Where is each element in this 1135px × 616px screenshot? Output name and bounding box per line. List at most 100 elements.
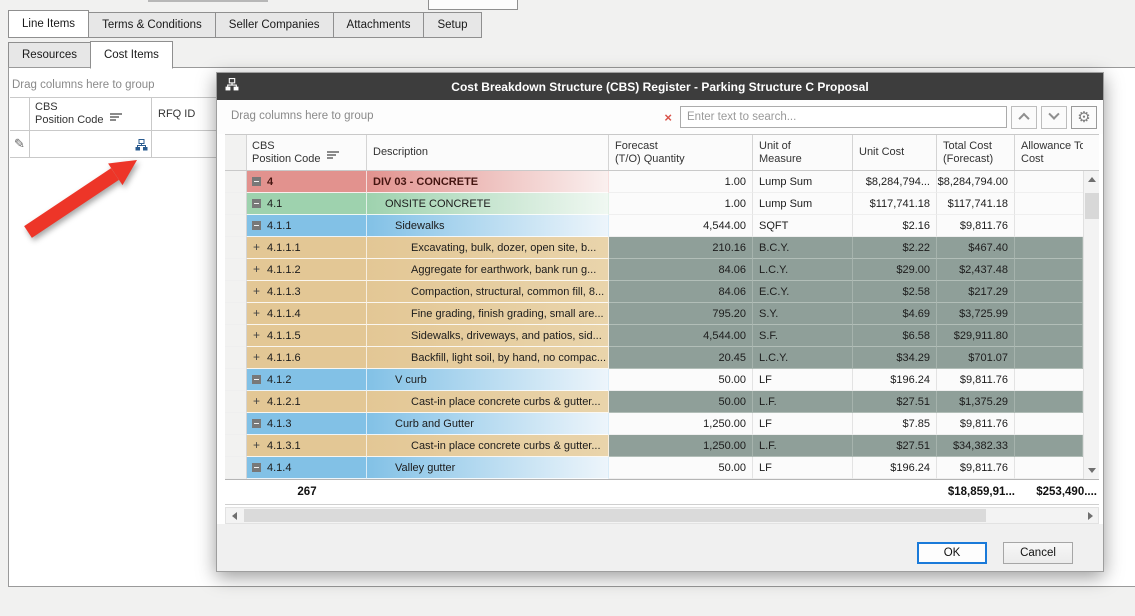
table-row[interactable]: 4.1 ONSITE CONCRETE 1.00 Lump Sum $117,7…: [225, 193, 1083, 215]
chevron-up-icon: [1018, 112, 1030, 125]
expand-collapse-icon[interactable]: +: [252, 284, 260, 298]
expand-collapse-icon[interactable]: +: [252, 240, 260, 254]
description-cell: DIV 03 - CONCRETE: [367, 171, 609, 193]
table-row[interactable]: + 4.1.1.3 Compaction, structural, common…: [225, 281, 1083, 303]
table-row[interactable]: 4 DIV 03 - CONCRETE 1.00 Lump Sum $8,284…: [225, 171, 1083, 193]
tab-cost-items[interactable]: Cost Items: [89, 41, 173, 69]
row-indicator-cell: [225, 413, 247, 435]
expand-collapse-icon[interactable]: [252, 419, 261, 428]
table-row[interactable]: + 4.1.1.1 Excavating, bulk, dozer, open …: [225, 237, 1083, 259]
scroll-right-arrow[interactable]: [1082, 508, 1098, 523]
vertical-scrollbar[interactable]: [1083, 171, 1099, 479]
unit-cost-cell: $196.24: [853, 457, 937, 479]
description-cell: Fine grading, finish grading, small are.…: [367, 303, 609, 325]
column-header-unit-of-measure[interactable]: Unit of Measure: [753, 135, 853, 170]
column-header-forecast-quantity[interactable]: Forecast (T/O) Quantity: [609, 135, 753, 170]
column-header-description[interactable]: Description: [367, 135, 609, 170]
table-row[interactable]: 4.1.3 Curb and Gutter 1,250.00 LF $7.85 …: [225, 413, 1083, 435]
chevron-down-icon: [1048, 108, 1060, 120]
expand-collapse-icon[interactable]: [252, 199, 261, 208]
forecast-quantity-cell: 50.00: [609, 457, 753, 479]
cbs-code-cell: 4.1.3: [247, 413, 367, 435]
expand-collapse-icon[interactable]: [252, 177, 261, 186]
cancel-button[interactable]: Cancel: [1003, 542, 1073, 564]
unit-of-measure-cell: E.C.Y.: [753, 281, 853, 303]
expand-collapse-icon[interactable]: +: [252, 394, 260, 408]
expand-collapse-icon[interactable]: [252, 221, 261, 230]
cbs-code: 4.1.2: [267, 373, 292, 386]
expand-collapse-icon[interactable]: +: [252, 328, 260, 342]
clear-search-icon[interactable]: ×: [664, 109, 672, 125]
header-line: (T/O) Quantity: [615, 152, 685, 165]
tab-terms-conditions[interactable]: Terms & Conditions: [88, 12, 216, 38]
triangle-up-icon: [1088, 177, 1096, 182]
column-header-allowance-total-cost[interactable]: Allowance Total Cost: [1015, 135, 1083, 170]
search-next-button[interactable]: [1041, 105, 1067, 129]
table-row[interactable]: + 4.1.2.1 Cast-in place concrete curbs &…: [225, 391, 1083, 413]
column-header-total-cost[interactable]: Total Cost (Forecast): [937, 135, 1015, 170]
search-options-button[interactable]: ⚙: [1071, 105, 1097, 129]
expand-collapse-icon[interactable]: +: [252, 438, 260, 452]
total-cost-cell: $3,725.99: [937, 303, 1015, 325]
column-header-cbs-position-code[interactable]: CBS Position Code: [247, 135, 367, 170]
description-cell: V curb: [367, 369, 609, 391]
table-row[interactable]: + 4.1.1.6 Backfill, light soil, by hand,…: [225, 347, 1083, 369]
vertical-scroll-thumb[interactable]: [1085, 193, 1099, 219]
search-input[interactable]: [680, 106, 1007, 128]
table-row[interactable]: 4.1.1 Sidewalks 4,544.00 SQFT $2.16 $9,8…: [225, 215, 1083, 237]
ok-button[interactable]: OK: [917, 542, 987, 564]
allowance-cell: [1015, 193, 1083, 215]
search-previous-button[interactable]: [1011, 105, 1037, 129]
scrollbar-header-spacer: [1083, 135, 1099, 170]
grid-edit-row[interactable]: ✎: [10, 131, 246, 158]
scroll-up-arrow[interactable]: [1084, 171, 1100, 188]
expand-collapse-icon[interactable]: +: [252, 306, 260, 320]
expand-collapse-icon[interactable]: +: [252, 350, 260, 364]
table-row[interactable]: + 4.1.1.5 Sidewalks, driveways, and pati…: [225, 325, 1083, 347]
cbs-code-cell: + 4.1.1.4: [247, 303, 367, 325]
description-cell: Aggregate for earthwork, bank run g...: [367, 259, 609, 281]
table-row[interactable]: + 4.1.1.2 Aggregate for earthwork, bank …: [225, 259, 1083, 281]
table-row[interactable]: + 4.1.3.1 Cast-in place concrete curbs &…: [225, 435, 1083, 457]
unit-of-measure-cell: L.F.: [753, 391, 853, 413]
horizontal-scroll-thumb[interactable]: [244, 509, 986, 522]
dialog-title-bar[interactable]: Cost Breakdown Structure (CBS) Register …: [217, 73, 1103, 100]
tab-setup[interactable]: Setup: [423, 12, 482, 38]
unit-cost-cell: $2.22: [853, 237, 937, 259]
expand-collapse-icon[interactable]: [252, 463, 261, 472]
description-cell: Sidewalks, driveways, and patios, sid...: [367, 325, 609, 347]
tab-attachments[interactable]: Attachments: [332, 12, 425, 38]
expand-collapse-icon[interactable]: [252, 375, 261, 384]
forecast-quantity-cell: 4,544.00: [609, 215, 753, 237]
cbs-lookup-icon[interactable]: [135, 138, 148, 156]
table-row[interactable]: 4.1.2 V curb 50.00 LF $196.24 $9,811.76: [225, 369, 1083, 391]
tab-seller-companies[interactable]: Seller Companies: [214, 12, 334, 38]
allowance-cell: [1015, 413, 1083, 435]
description-cell: Cast-in place concrete curbs & gutter...: [367, 391, 609, 413]
scroll-left-arrow[interactable]: [226, 508, 242, 523]
dialog-group-by-hint: Drag columns here to group: [231, 110, 374, 122]
table-row[interactable]: + 4.1.1.4 Fine grading, finish grading, …: [225, 303, 1083, 325]
dialog-button-bar: OK Cancel: [217, 524, 1103, 571]
total-cost-cell: $9,811.76: [937, 369, 1015, 391]
unit-of-measure-cell: LF: [753, 457, 853, 479]
header-line: Description: [373, 146, 429, 158]
table-row[interactable]: 4.1.4 Valley gutter 50.00 LF $196.24 $9,…: [225, 457, 1083, 479]
tab-resources[interactable]: Resources: [8, 42, 91, 68]
cbs-code-cell: 4.1.4: [247, 457, 367, 479]
horizontal-scrollbar[interactable]: [225, 507, 1099, 524]
footer-total-cost-sum: $18,859,91...: [947, 486, 1015, 498]
forecast-quantity-cell: 50.00: [609, 391, 753, 413]
column-header-cbs-position-code[interactable]: CBS Position Code: [30, 98, 152, 130]
expand-collapse-icon[interactable]: +: [252, 262, 260, 276]
unit-of-measure-cell: S.F.: [753, 325, 853, 347]
scroll-down-arrow[interactable]: [1084, 462, 1100, 479]
column-header-unit-cost[interactable]: Unit Cost: [853, 135, 937, 170]
cbs-code: 4: [267, 175, 274, 188]
tab-line-items[interactable]: Line Items: [8, 10, 90, 38]
cbs-position-code-edit-cell[interactable]: [30, 131, 152, 157]
triangle-right-icon: [1087, 511, 1093, 520]
allowance-cell: [1015, 215, 1083, 237]
total-cost-cell: $9,811.76: [937, 215, 1015, 237]
total-cost-cell: $1,375.29: [937, 391, 1015, 413]
